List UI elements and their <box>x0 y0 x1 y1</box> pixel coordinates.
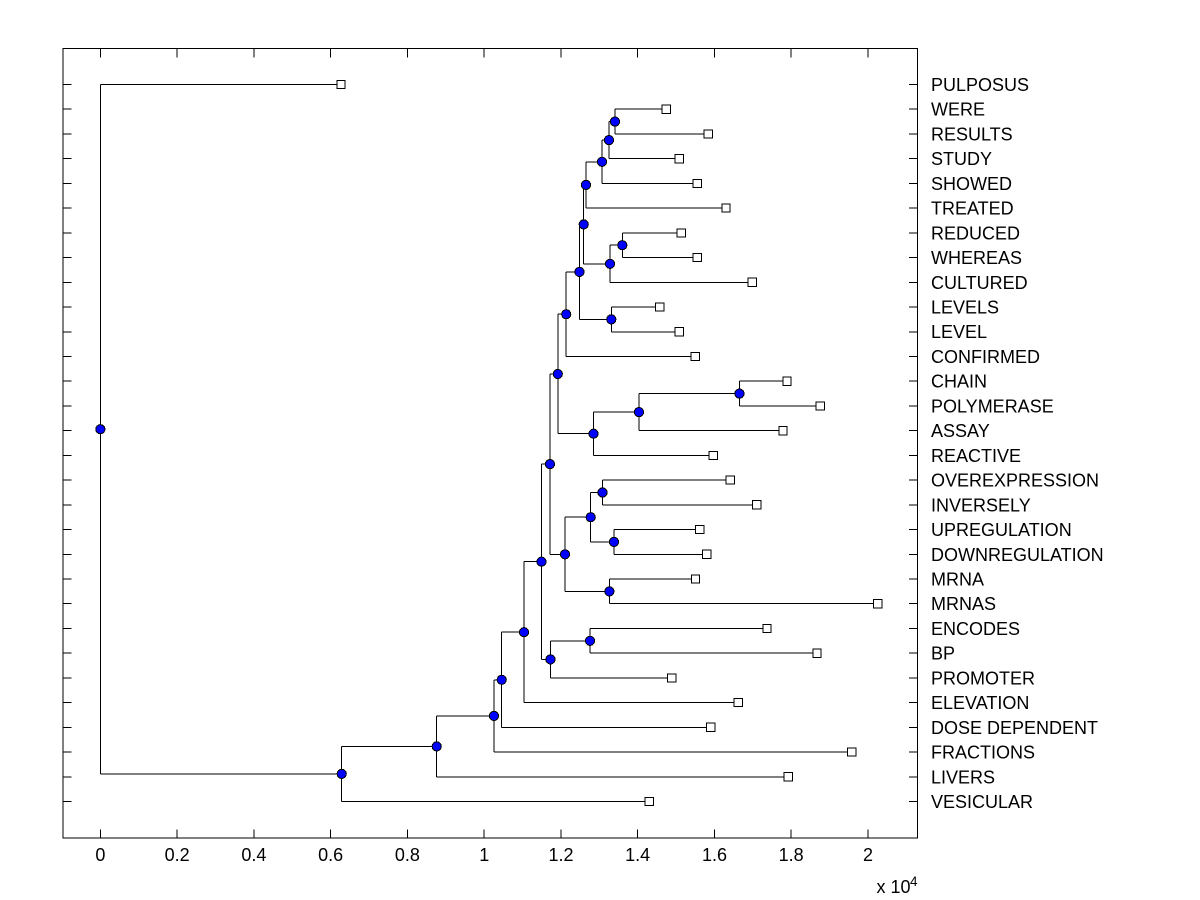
svg-text:PULPOSUS: PULPOSUS <box>931 75 1029 95</box>
svg-text:0: 0 <box>95 845 105 865</box>
svg-text:STUDY: STUDY <box>931 149 992 169</box>
svg-text:ELEVATION: ELEVATION <box>931 693 1029 713</box>
svg-text:1.2: 1.2 <box>548 845 573 865</box>
svg-text:1.8: 1.8 <box>779 845 804 865</box>
svg-text:PROMOTER: PROMOTER <box>931 668 1035 688</box>
svg-text:x 10: x 10 <box>877 877 911 897</box>
svg-text:MRNAS: MRNAS <box>931 594 996 614</box>
svg-text:CULTURED: CULTURED <box>931 273 1028 293</box>
svg-text:INVERSELY: INVERSELY <box>931 495 1031 515</box>
svg-text:1: 1 <box>479 845 489 865</box>
svg-text:ASSAY: ASSAY <box>931 421 990 441</box>
svg-text:2: 2 <box>863 845 873 865</box>
svg-text:0.4: 0.4 <box>241 845 266 865</box>
svg-text:1.4: 1.4 <box>625 845 650 865</box>
svg-text:VESICULAR: VESICULAR <box>931 792 1033 812</box>
svg-text:ENCODES: ENCODES <box>931 619 1020 639</box>
svg-text:DOSE DEPENDENT: DOSE DEPENDENT <box>931 718 1098 738</box>
svg-text:FRACTIONS: FRACTIONS <box>931 743 1035 763</box>
svg-text:REACTIVE: REACTIVE <box>931 446 1021 466</box>
svg-text:LEVELS: LEVELS <box>931 298 999 318</box>
svg-text:CONFIRMED: CONFIRMED <box>931 347 1040 367</box>
svg-text:0.2: 0.2 <box>165 845 190 865</box>
svg-text:0.8: 0.8 <box>395 845 420 865</box>
svg-text:POLYMERASE: POLYMERASE <box>931 396 1054 416</box>
svg-text:DOWNREGULATION: DOWNREGULATION <box>931 545 1104 565</box>
svg-text:TREATED: TREATED <box>931 199 1014 219</box>
svg-text:RESULTS: RESULTS <box>931 124 1013 144</box>
svg-text:WERE: WERE <box>931 100 985 120</box>
svg-text:UPREGULATION: UPREGULATION <box>931 520 1072 540</box>
svg-text:WHEREAS: WHEREAS <box>931 248 1022 268</box>
svg-text:LEVEL: LEVEL <box>931 322 987 342</box>
svg-text:0.6: 0.6 <box>318 845 343 865</box>
svg-text:REDUCED: REDUCED <box>931 223 1020 243</box>
svg-text:MRNA: MRNA <box>931 570 984 590</box>
svg-text:1.6: 1.6 <box>702 845 727 865</box>
svg-text:CHAIN: CHAIN <box>931 372 987 392</box>
svg-text:4: 4 <box>910 874 918 889</box>
svg-text:SHOWED: SHOWED <box>931 174 1012 194</box>
svg-text:LIVERS: LIVERS <box>931 767 995 787</box>
svg-text:BP: BP <box>931 644 955 664</box>
svg-text:OVEREXPRESSION: OVEREXPRESSION <box>931 471 1099 491</box>
